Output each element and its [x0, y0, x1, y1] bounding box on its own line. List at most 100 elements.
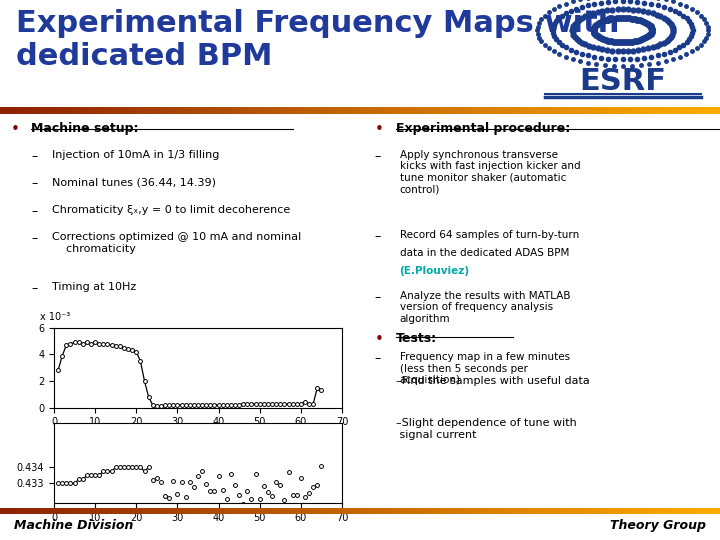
Bar	[716, 107, 720, 114]
Bar	[25, 508, 29, 514]
Bar	[221, 508, 225, 514]
Bar	[391, 508, 395, 514]
Bar	[459, 107, 463, 114]
Bar	[557, 508, 561, 514]
Bar	[463, 107, 467, 114]
Bar	[564, 508, 568, 514]
Bar	[4, 508, 7, 514]
Bar	[228, 107, 232, 114]
Bar	[177, 508, 181, 514]
Text: Chromaticity ξₓ,y = 0 to limit decoherence: Chromaticity ξₓ,y = 0 to limit decoheren…	[52, 205, 290, 214]
Bar	[87, 508, 91, 514]
Bar	[264, 107, 268, 114]
Bar	[514, 107, 518, 114]
Bar	[652, 508, 655, 514]
Bar	[416, 508, 420, 514]
Bar	[373, 508, 377, 514]
Bar	[702, 107, 706, 114]
Bar	[554, 508, 557, 514]
Bar	[492, 107, 495, 114]
Bar	[477, 107, 481, 114]
Bar	[377, 107, 380, 114]
Bar	[434, 508, 438, 514]
Bar	[362, 107, 366, 114]
Bar	[652, 107, 655, 114]
Bar	[416, 107, 420, 114]
Bar	[300, 107, 304, 114]
Bar	[192, 107, 195, 114]
Bar	[343, 107, 347, 114]
Bar	[647, 508, 652, 514]
Bar	[166, 107, 170, 114]
Text: Nominal tunes (36.44, 14.39): Nominal tunes (36.44, 14.39)	[52, 177, 216, 187]
Bar	[322, 107, 325, 114]
Bar	[282, 508, 286, 514]
Bar	[488, 508, 492, 514]
Bar	[138, 107, 141, 114]
Bar	[87, 107, 91, 114]
Bar	[395, 508, 398, 514]
Bar	[347, 508, 351, 514]
Bar	[557, 107, 561, 114]
Text: Machine Division: Machine Division	[14, 518, 134, 532]
Bar	[73, 107, 76, 114]
Bar	[670, 107, 673, 114]
Bar	[239, 107, 243, 114]
Bar	[325, 508, 329, 514]
Bar	[716, 508, 720, 514]
Bar	[572, 508, 575, 514]
Text: Record 64 samples of turn-by-turn: Record 64 samples of turn-by-turn	[400, 230, 579, 240]
Bar	[268, 107, 271, 114]
Bar	[141, 107, 145, 114]
Bar	[369, 107, 373, 114]
Bar	[25, 107, 29, 114]
Bar	[622, 107, 626, 114]
Bar	[582, 508, 586, 514]
Bar	[279, 107, 282, 114]
Bar	[184, 107, 188, 114]
Bar	[138, 508, 141, 514]
Bar	[618, 508, 622, 514]
Bar	[662, 107, 666, 114]
Bar	[666, 508, 670, 514]
Bar	[43, 508, 47, 514]
Bar	[58, 508, 61, 514]
Bar	[91, 107, 94, 114]
Bar	[666, 107, 670, 114]
Bar	[54, 107, 58, 114]
Text: Experimental Frequency Maps with
dedicated BPM: Experimental Frequency Maps with dedicat…	[16, 9, 619, 71]
Bar	[640, 508, 644, 514]
Bar	[134, 508, 138, 514]
Bar	[463, 508, 467, 514]
Bar	[32, 107, 36, 114]
Bar	[431, 508, 434, 514]
Bar	[188, 508, 192, 514]
Bar	[518, 107, 521, 114]
Bar	[434, 107, 438, 114]
Bar	[536, 508, 539, 514]
Bar	[116, 508, 120, 514]
Bar	[275, 107, 279, 114]
Bar	[456, 508, 459, 514]
Bar	[80, 508, 84, 514]
Bar	[521, 508, 525, 514]
Bar	[199, 107, 202, 114]
Bar	[289, 508, 293, 514]
Text: –: –	[374, 150, 381, 163]
Bar	[264, 508, 268, 514]
Text: –: –	[32, 177, 37, 190]
Bar	[4, 107, 7, 114]
Bar	[130, 107, 134, 114]
Text: –: –	[374, 352, 381, 365]
Bar	[420, 107, 423, 114]
Bar	[253, 508, 257, 514]
Bar	[467, 107, 470, 114]
Bar	[152, 508, 156, 514]
Bar	[528, 508, 532, 514]
Bar	[14, 508, 18, 514]
Bar	[73, 508, 76, 514]
Bar	[166, 508, 170, 514]
Bar	[163, 107, 166, 114]
Bar	[698, 107, 702, 114]
Bar	[579, 107, 582, 114]
